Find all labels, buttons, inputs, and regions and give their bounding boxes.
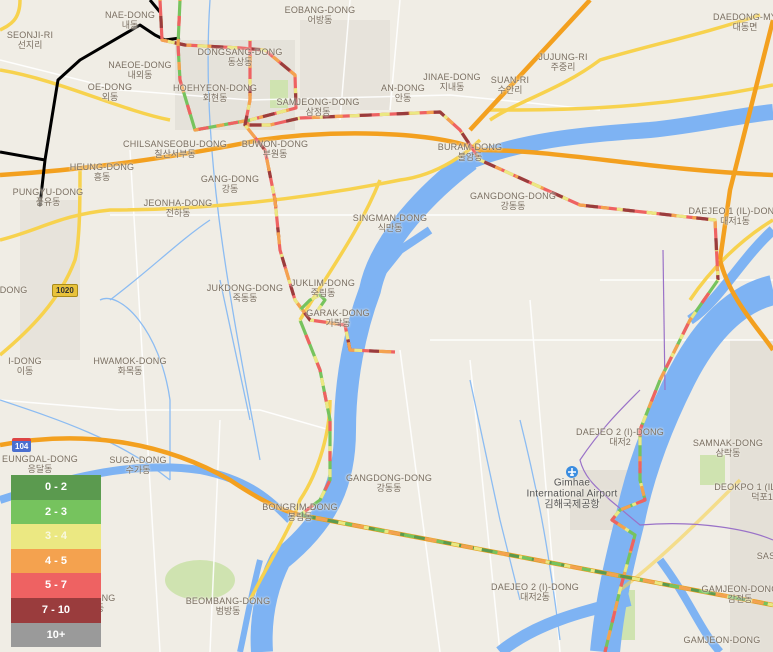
- legend-item-5-7: 5 - 7: [11, 573, 101, 598]
- speed-routes: [158, 0, 773, 652]
- arterial-roads: [0, 0, 773, 601]
- route-segment-0: [158, 0, 720, 281]
- road-shield-104: 104: [12, 438, 32, 452]
- airplane-icon: [566, 466, 578, 478]
- route-segment-5: [603, 279, 720, 652]
- legend-item-0-2: 0 - 2: [11, 475, 101, 500]
- highways: [0, 0, 773, 608]
- boundary-lines: [579, 249, 773, 541]
- route-segment-6: [299, 513, 773, 607]
- legend-item-10-plus: 10+: [11, 622, 101, 648]
- route-segment-6: [299, 513, 773, 607]
- legend-item-7-10: 7 - 10: [11, 597, 101, 623]
- road-shield-1020: 1020: [52, 284, 78, 297]
- legend-item-2-3: 2 - 3: [11, 499, 101, 525]
- speed-legend: 0 - 2 2 - 3 3 - 4 4 - 5 5 - 7 7 - 10 10+: [11, 475, 101, 648]
- route-segment-4: [298, 319, 332, 517]
- route-segment-1: [176, 0, 251, 132]
- canals: [0, 0, 561, 641]
- route-segment-2: [243, 40, 396, 354]
- route-black: [0, 0, 181, 207]
- legend-item-3-4: 3 - 4: [11, 524, 101, 549]
- route-segment-2: [243, 40, 396, 354]
- route-segment-0: [158, 0, 720, 281]
- route-segment-3: [298, 293, 327, 312]
- rivers: [0, 104, 773, 652]
- legend-item-4-5: 4 - 5: [11, 548, 101, 574]
